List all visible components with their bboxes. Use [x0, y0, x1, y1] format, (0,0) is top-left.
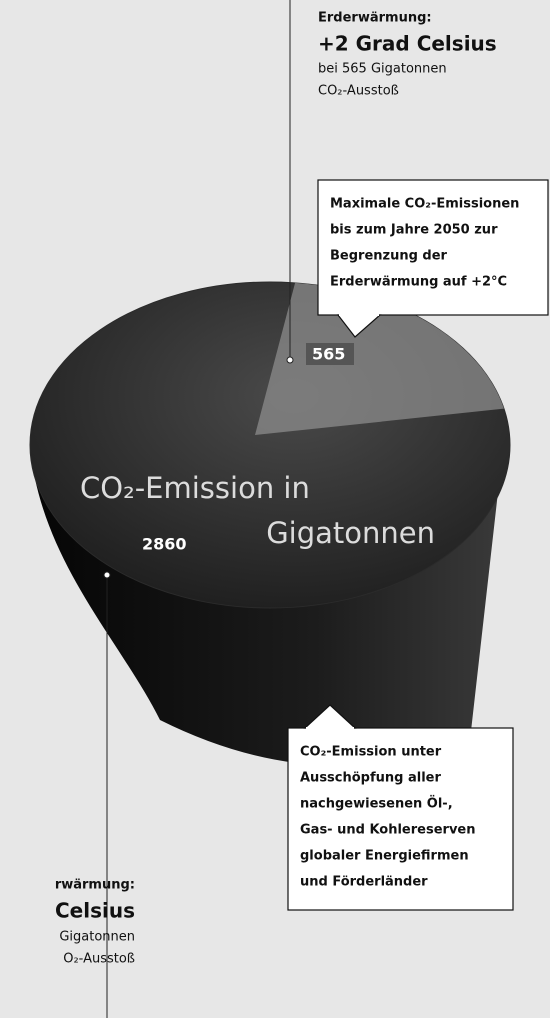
annotation-text: rwärmung: — [55, 878, 135, 893]
value-label: 2860 — [142, 535, 187, 554]
value-label: 565 — [312, 345, 345, 364]
callout-text: Begrenzung der — [330, 249, 448, 264]
chart-title: Gigatonnen — [266, 516, 435, 550]
annotation-text: +2 Grad Celsius — [318, 32, 497, 56]
annotation-text: CO₂-Ausstoß — [318, 84, 399, 99]
callout-text: globaler Energiefirmen — [300, 849, 469, 864]
annotation-text: O₂-Ausstoß — [63, 952, 135, 967]
callout-text: CO₂-Emission unter — [300, 745, 442, 760]
callout-text: Maximale CO₂-Emissionen — [330, 197, 519, 212]
callout-text: bis zum Jahre 2050 zur — [330, 223, 498, 238]
leader-dot — [287, 357, 293, 363]
annotation-text: Erderwärmung: — [318, 11, 432, 26]
annotation-text: Celsius — [55, 899, 135, 923]
annotation-text: Gigatonnen — [59, 930, 135, 945]
infographic: CO₂-Emission in Gigatonnen 565 2860 Erderwär… — [0, 0, 550, 1018]
chart-title: CO₂-Emission in — [80, 471, 310, 505]
callout-text: nachgewiesenen Öl-, — [300, 796, 453, 812]
callout-text: und Förderländer — [300, 875, 428, 890]
callout-text: Erderwärmung auf +2°C — [330, 275, 507, 290]
leader-dot — [104, 572, 110, 578]
annotation-text: bei 565 Gigatonnen — [318, 62, 447, 77]
callout-text: Gas- und Kohlereserven — [300, 823, 476, 838]
callout-text: Ausschöpfung aller — [300, 771, 441, 786]
